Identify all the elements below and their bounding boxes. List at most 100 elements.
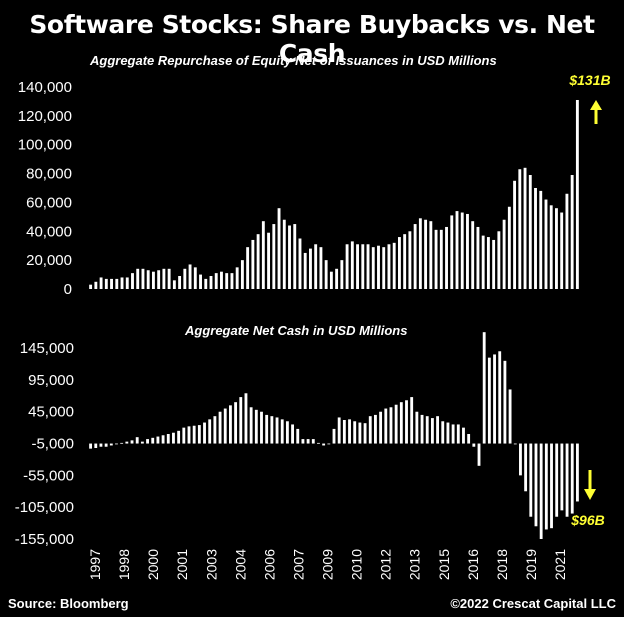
buybacks-chart-title: Aggregate Repurchase of Equity Net of Is… bbox=[90, 53, 497, 68]
buybacks-bar bbox=[172, 280, 176, 289]
buybacks-bar bbox=[131, 273, 134, 289]
buybacks-bar bbox=[251, 239, 255, 289]
net-cash-bar bbox=[239, 397, 243, 444]
buybacks-bar bbox=[293, 224, 297, 289]
net-cash-bar bbox=[405, 400, 408, 444]
buybacks-bar bbox=[303, 252, 307, 289]
net-cash-bar bbox=[384, 408, 388, 444]
net-cash-bar bbox=[358, 422, 362, 444]
net-cash-y-tick-label: 45,000 bbox=[28, 404, 74, 421]
buybacks-bar bbox=[104, 278, 108, 289]
buybacks-bar bbox=[523, 167, 527, 289]
net-cash-bar bbox=[544, 443, 548, 530]
net-cash-x-tick-label: 1998 bbox=[116, 549, 132, 580]
buybacks-bar bbox=[377, 245, 380, 289]
net-cash-bar bbox=[513, 443, 517, 445]
buybacks-bar bbox=[397, 237, 401, 289]
net-cash-bar bbox=[265, 414, 269, 444]
net-cash-x-tick-label: 2001 bbox=[174, 549, 190, 580]
net-cash-bar bbox=[135, 437, 139, 444]
buybacks-bar bbox=[162, 268, 166, 289]
buybacks-bar bbox=[151, 271, 155, 289]
net-cash-bar bbox=[317, 442, 320, 444]
net-cash-bar bbox=[337, 417, 341, 444]
net-cash-bar bbox=[565, 443, 569, 517]
buybacks-bar bbox=[534, 188, 537, 289]
buybacks-chart: 0 20,000 40,000 60,000 80,000 100,000 120,000 1… bbox=[18, 72, 611, 298]
buybacks-bar bbox=[178, 276, 182, 289]
buybacks-y-tick-label: 140,000 bbox=[18, 79, 72, 96]
buybacks-bar bbox=[167, 268, 171, 289]
net-cash-bar bbox=[410, 397, 414, 444]
net-cash-bar bbox=[472, 443, 476, 447]
net-cash-chart: -155,000 -105,000 -55,000 -5,000 45,000 95,00… bbox=[15, 332, 605, 580]
buybacks-bar bbox=[89, 284, 93, 289]
buybacks-bar bbox=[382, 247, 386, 289]
buybacks-bar bbox=[429, 221, 433, 289]
net-cash-bar bbox=[441, 421, 445, 444]
buybacks-bar bbox=[335, 268, 339, 289]
net-cash-bar bbox=[451, 424, 455, 444]
net-cash-bar bbox=[89, 443, 93, 449]
net-cash-bar bbox=[374, 414, 377, 444]
buybacks-bar bbox=[502, 219, 506, 289]
buybacks-bar bbox=[549, 205, 553, 289]
buybacks-bar bbox=[230, 273, 234, 289]
buybacks-bar bbox=[492, 239, 496, 289]
net-cash-x-tick-label: 2012 bbox=[378, 549, 394, 580]
net-cash-bar bbox=[519, 443, 522, 476]
buybacks-bar bbox=[319, 247, 323, 289]
buybacks-bar bbox=[392, 242, 396, 289]
net-cash-chart-title: Aggregate Net Cash in USD Millions bbox=[185, 323, 408, 338]
buybacks-bar bbox=[157, 270, 161, 289]
buybacks-bar bbox=[345, 244, 349, 289]
buybacks-bar bbox=[204, 278, 208, 289]
net-cash-bar bbox=[415, 411, 419, 444]
buybacks-y-tick-label: 20,000 bbox=[26, 252, 72, 269]
net-cash-bar bbox=[166, 434, 170, 444]
net-cash-bar bbox=[254, 409, 258, 444]
net-cash-y-tick-label: -55,000 bbox=[23, 467, 74, 484]
net-cash-bar bbox=[285, 421, 289, 444]
net-cash-x-tick-label: 2000 bbox=[145, 549, 161, 580]
net-cash-x-tick-label: 2016 bbox=[465, 549, 481, 580]
net-cash-bar bbox=[353, 421, 357, 444]
net-cash-bar bbox=[550, 443, 553, 529]
buybacks-bar bbox=[246, 247, 250, 289]
buybacks-bar bbox=[267, 232, 271, 289]
net-cash-bar bbox=[368, 416, 372, 444]
net-cash-bar bbox=[120, 442, 124, 444]
net-cash-bar bbox=[342, 420, 346, 444]
buybacks-bar bbox=[141, 268, 145, 289]
buybacks-bar bbox=[560, 212, 564, 289]
buybacks-bar bbox=[455, 211, 459, 289]
buybacks-bar bbox=[565, 193, 569, 289]
net-cash-bar bbox=[218, 411, 222, 444]
buybacks-y-tick-label: 80,000 bbox=[26, 166, 72, 183]
buybacks-bar bbox=[350, 241, 354, 289]
buybacks-bar bbox=[570, 175, 574, 289]
net-cash-x-tick-label: 2009 bbox=[320, 549, 336, 580]
buybacks-bar bbox=[209, 276, 213, 289]
net-cash-bar bbox=[244, 393, 248, 444]
arrow-up-head-icon bbox=[590, 100, 602, 110]
net-cash-bar bbox=[182, 427, 186, 444]
net-cash-bar bbox=[477, 443, 481, 466]
buybacks-y-tick-label: 100,000 bbox=[18, 137, 72, 154]
buybacks-bar bbox=[298, 238, 302, 289]
net-cash-bar bbox=[177, 430, 181, 444]
buybacks-bar bbox=[220, 271, 223, 289]
net-cash-bar bbox=[280, 419, 284, 444]
net-cash-bar bbox=[508, 389, 512, 444]
buybacks-bar bbox=[225, 273, 229, 289]
net-cash-x-tick-label: 2010 bbox=[349, 549, 365, 580]
buybacks-bar bbox=[235, 267, 239, 289]
net-cash-annotation: $96B bbox=[570, 512, 604, 528]
buybacks-bar bbox=[329, 271, 333, 289]
buybacks-bar bbox=[471, 221, 475, 289]
net-cash-bar bbox=[539, 443, 543, 539]
buybacks-bar bbox=[340, 260, 344, 289]
net-cash-bar bbox=[560, 443, 564, 511]
buybacks-bar bbox=[214, 273, 218, 289]
